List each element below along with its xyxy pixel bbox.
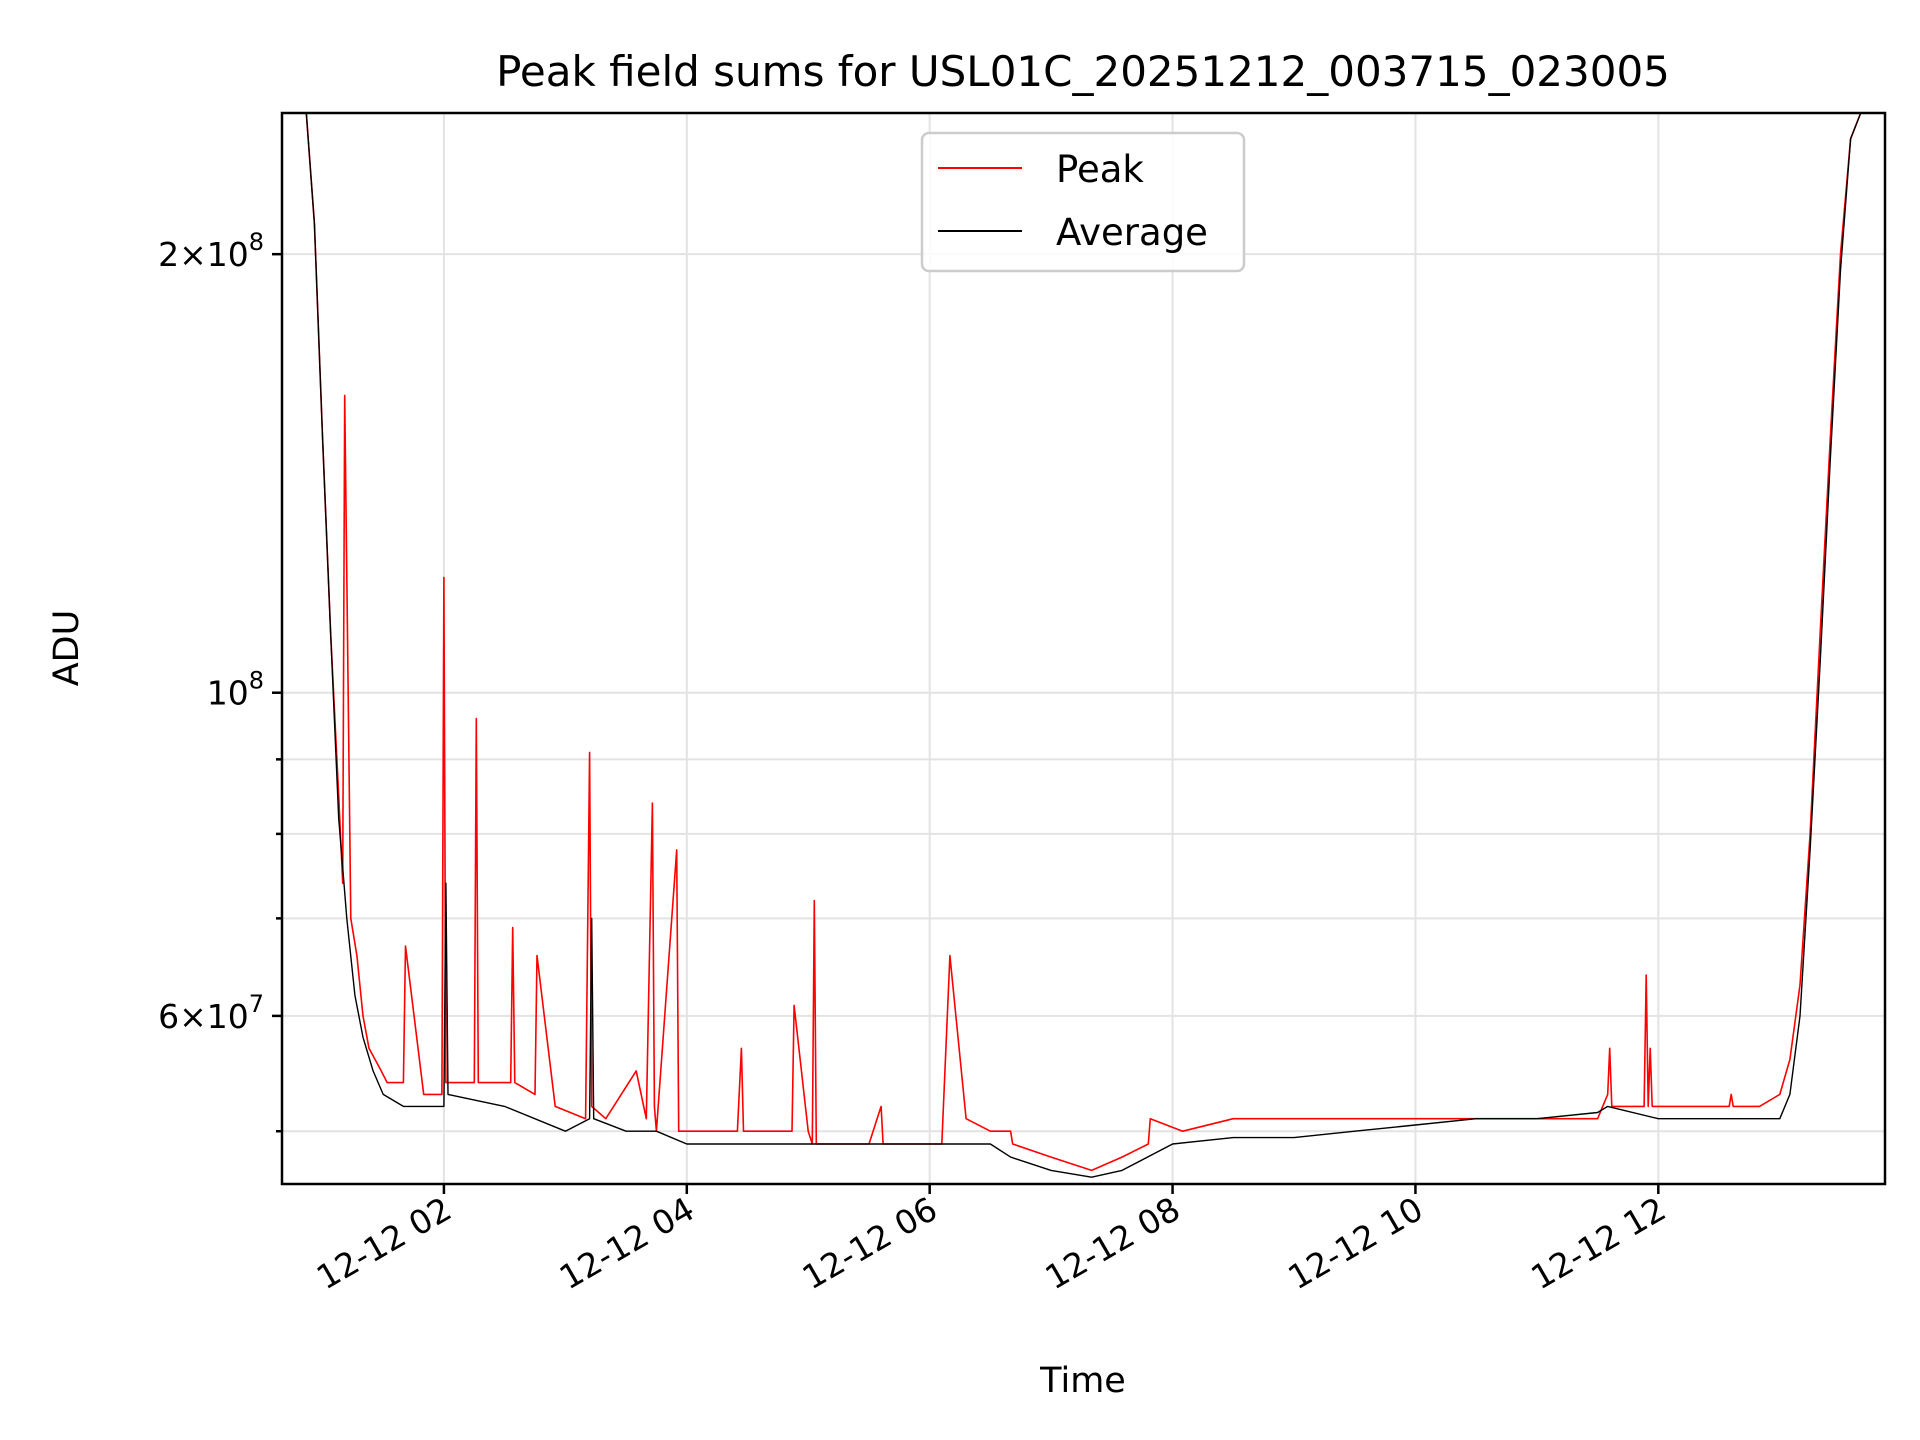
x-tick-label-0: 12-12 02 (310, 1189, 458, 1297)
series-layer (305, 113, 1871, 1178)
series-line-peak (305, 113, 1871, 1172)
x-axis: 12-12 02 12-12 04 12-12 06 12-12 08 12-12 10… (310, 1184, 1672, 1297)
y-tick-label-0: 6×107 (158, 990, 264, 1036)
y-tick-base-1: 10 (207, 674, 249, 713)
legend: Peak Average (920, 131, 1246, 273)
plot-frame (280, 111, 1887, 1186)
x-tick-label-4: 12-12 10 (1281, 1189, 1429, 1297)
x-tick-label-2: 12-12 06 (796, 1189, 944, 1297)
x-tick-label-5: 12-12 12 (1524, 1189, 1672, 1297)
y-axis-label: ADU (47, 610, 87, 687)
y-tick-exponent-2: 8 (249, 228, 264, 256)
y-tick-base-0: 6×10 (158, 997, 249, 1036)
legend-label-peak: Peak (1056, 148, 1144, 191)
y-tick-exponent-0: 7 (249, 990, 264, 1018)
series-line-average (305, 113, 1871, 1178)
y-tick-label-2: 2×108 (158, 228, 264, 274)
grid (282, 113, 1885, 1184)
chart-title: Peak field sums for USL01C_20251212_0037… (496, 47, 1670, 96)
x-tick-label-3: 12-12 08 (1039, 1189, 1187, 1297)
x-axis-label: Time (1039, 1361, 1126, 1401)
legend-label-average: Average (1056, 211, 1208, 254)
y-tick-label-1: 108 (207, 667, 264, 713)
y-tick-base-2: 2×10 (158, 235, 249, 274)
x-tick-label-1: 12-12 04 (553, 1189, 701, 1297)
y-tick-exponent-1: 8 (249, 667, 264, 695)
